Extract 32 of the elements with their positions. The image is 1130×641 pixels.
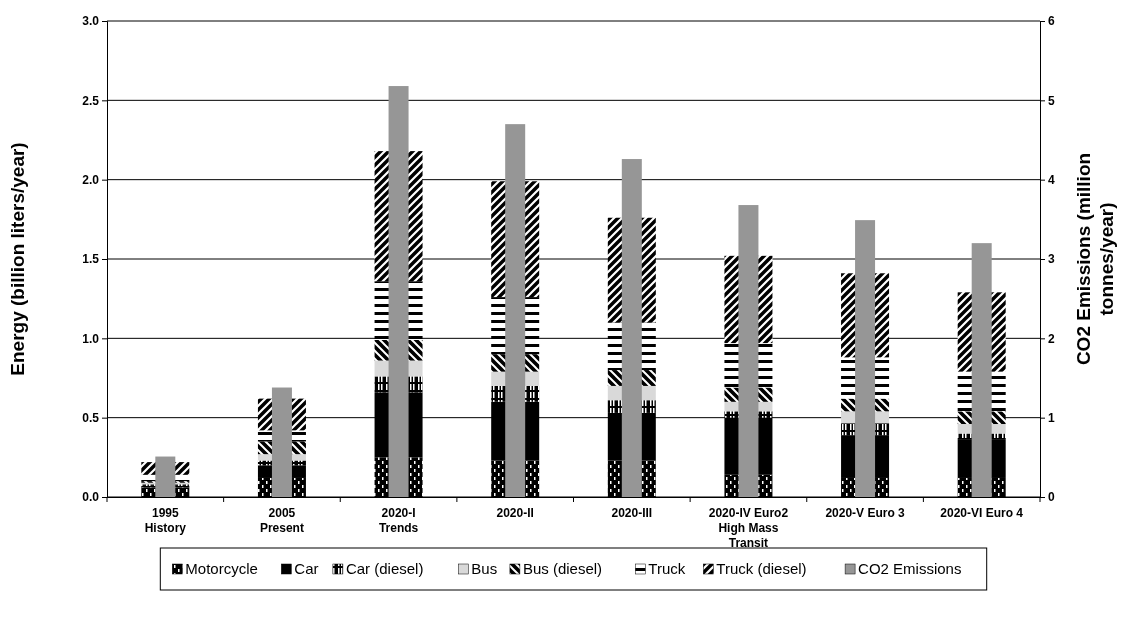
y-axis-title: Energy (billion liters/year) (7, 142, 28, 376)
legend-label: Car (294, 560, 319, 577)
y-tick-label: 1.0 (82, 331, 100, 346)
y-tick-label: 0.5 (82, 411, 100, 426)
y-tick-label: 1.5 (82, 252, 100, 267)
y-tick-label: 0.0 (82, 490, 100, 505)
legend-label: CO2 Emissions (858, 560, 962, 577)
y2-tick-label: 0 (1048, 490, 1055, 505)
y2-axis-title: CO2 Emissions (million tonnes/year) (1073, 152, 1117, 366)
legend-label: Car (diesel) (345, 560, 424, 577)
y-tick-label: 3.0 (82, 14, 100, 29)
x-tick-label: 2020-VI Euro 4 (940, 506, 1024, 520)
legend-label: Truck (diesel) (716, 560, 807, 577)
y-tick-label: 2.5 (82, 93, 100, 108)
legend-label: Truck (648, 560, 686, 577)
y-tick-label: 2.0 (82, 173, 100, 188)
legend-label: Motorcycle (185, 560, 258, 577)
y2-tick-label: 3 (1048, 252, 1055, 267)
x-tick-label: 2020-III (611, 506, 653, 520)
y2-tick-label: 5 (1048, 93, 1055, 108)
y2-tick-label: 1 (1048, 411, 1055, 426)
y2-tick-label: 2 (1048, 331, 1055, 346)
y2-tick-label: 4 (1048, 173, 1055, 188)
y2-tick-label: 6 (1048, 14, 1055, 29)
x-tick-label: 1995 History (144, 506, 187, 535)
x-tick-label: 2020-V Euro 3 (825, 506, 906, 520)
legend-label: Bus (diesel) (522, 560, 603, 577)
x-tick-label: 2005 Present (259, 506, 304, 535)
x-tick-label: 2020-I Trends (378, 506, 419, 535)
legend-label: Bus (471, 560, 498, 577)
x-tick-label: 2020-IV Euro2 High Mass Transit (708, 506, 789, 550)
x-tick-label: 2020-II (496, 506, 534, 520)
